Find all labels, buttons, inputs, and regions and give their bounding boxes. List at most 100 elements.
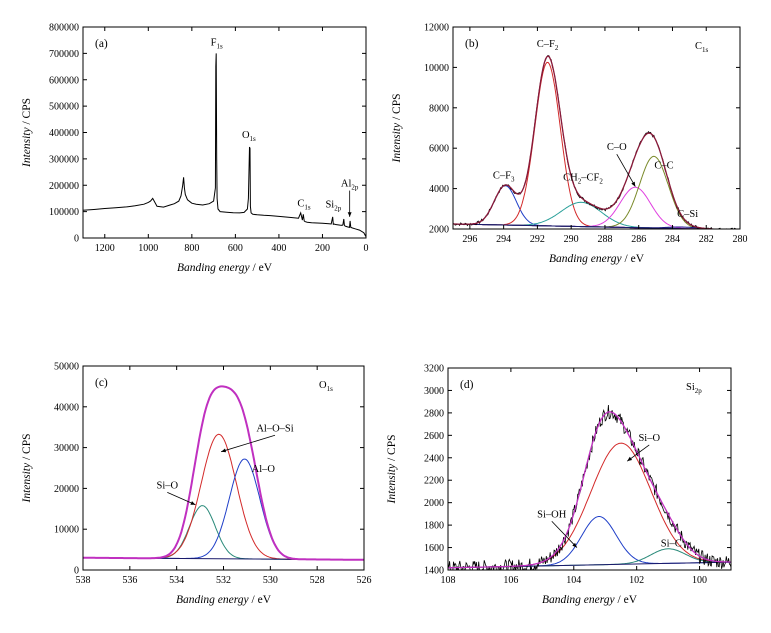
y-tick-label: 400000 (49, 128, 79, 139)
y-tick-label: 4000 (429, 184, 449, 195)
label-arrowhead (631, 181, 636, 187)
x-tick-label: 532 (216, 575, 231, 586)
raw-spectrum (448, 404, 731, 570)
peak-label: Si–O (638, 433, 660, 444)
y-tick-label: 30000 (54, 443, 79, 454)
x-tick-label: 296 (462, 234, 477, 245)
component-Si–O (83, 505, 364, 561)
axes-frame (452, 26, 741, 230)
x-tick-label: 534 (169, 575, 184, 586)
x-tick-label: 104 (566, 575, 581, 586)
plot-area-b (453, 55, 737, 229)
panel-c: 538 536 534 532 530 528 526 0 10000 20000 30000 400… (21, 362, 372, 607)
component-Si–O (448, 442, 731, 569)
peak-label: Al–O (252, 464, 276, 475)
y-tick-label: 700000 (49, 49, 79, 60)
x-tick-label: 286 (631, 234, 646, 245)
label-arrowhead (190, 501, 196, 505)
panel-a: 1200 1000 800 600 400 200 0 0 100000 200000 300000… (21, 23, 369, 275)
y-tick-label: 2000 (424, 498, 444, 509)
plot-area-a (83, 53, 366, 237)
y-tick-label: 10000 (424, 63, 449, 74)
y-tick-label: 800000 (49, 23, 79, 34)
axes-frame (82, 26, 367, 239)
series-line (83, 53, 366, 237)
plot-area-d (448, 404, 731, 570)
x-tick-label: 294 (496, 234, 511, 245)
peak-label: C–F3 (493, 171, 515, 184)
panel-b: 296 294 292 290 288 286 284 282 280 2000 4000 6000 8… (391, 23, 748, 266)
y-tick-label: 100000 (49, 207, 79, 218)
label-arrowhead (347, 212, 352, 217)
y-tick-label: 600000 (49, 75, 79, 86)
peak-label: Si–OH (537, 509, 567, 520)
y-tick-label: 20000 (54, 484, 79, 495)
y-tick-label: 12000 (424, 23, 449, 34)
peak-label: F1s (211, 37, 223, 50)
y-axis-label: Intensity / CPS (386, 434, 398, 504)
label-arrowhead (572, 542, 577, 548)
y-tick-label: 1400 (424, 566, 444, 577)
x-tick-label: 530 (263, 575, 278, 586)
x-tick-label: 100 (692, 575, 707, 586)
label-arrow (221, 434, 276, 453)
fit-envelope (448, 411, 731, 569)
panel-label: (b) (465, 38, 479, 50)
y-tick-label: 3000 (424, 386, 444, 397)
y-tick-label: 3200 (424, 364, 444, 375)
y-tick-label: 0 (74, 566, 79, 577)
peak-label: C–O (607, 142, 627, 153)
y-axis-label: Intensity / CPS (21, 433, 33, 503)
x-tick-label: 526 (357, 575, 372, 586)
label-arrowhead (221, 448, 227, 453)
y-tick-label: 500000 (49, 102, 79, 113)
panel-label: (d) (460, 379, 474, 391)
y-tick-label: 300000 (49, 154, 79, 165)
peak-label: C–C (654, 160, 673, 171)
x-tick-label: 400 (271, 243, 286, 254)
fit-envelope (83, 385, 364, 561)
peak-label: Si–C (661, 538, 682, 549)
peak-label: O1s (242, 130, 256, 143)
y-tick-label: 40000 (54, 402, 79, 413)
y-axis-label: Intensity / CPS (21, 98, 33, 168)
y-tick-label: 1800 (424, 521, 444, 532)
y-tick-label: 0 (74, 234, 79, 245)
x-tick-label: 1000 (138, 243, 158, 254)
y-tick-label: 6000 (429, 144, 449, 155)
plot-area-c (83, 385, 364, 561)
x-tick-label: 538 (76, 575, 91, 586)
y-tick-label: 200000 (49, 181, 79, 192)
peak-label: CH2–CF2 (563, 173, 603, 186)
core-level-title: Si2p (686, 382, 702, 395)
axes-frame (82, 365, 365, 571)
x-axis-label: Banding energy / eV (177, 262, 273, 274)
y-tick-label: 50000 (54, 362, 79, 373)
label-arrowhead (627, 456, 633, 462)
y-tick-label: 2400 (424, 453, 444, 464)
x-axis-label: Banding energy / eV (549, 253, 645, 265)
label-arrow (167, 492, 196, 506)
y-tick-label: 2200 (424, 476, 444, 487)
core-level-title: C1s (695, 41, 709, 54)
raw-spectrum (453, 55, 737, 229)
x-tick-label: 528 (310, 575, 325, 586)
x-tick-label: 536 (122, 575, 137, 586)
y-tick-label: 2000 (429, 225, 449, 236)
y-tick-label: 1600 (424, 543, 444, 554)
x-axis-label: Banding energy / eV (176, 594, 272, 606)
x-tick-label: 1200 (95, 243, 115, 254)
x-tick-label: 106 (503, 575, 518, 586)
x-tick-label: 288 (597, 234, 612, 245)
label-arrow (551, 520, 578, 548)
y-tick-label: 8000 (429, 103, 449, 114)
panel-label: (c) (95, 377, 108, 389)
peak-label: Al2p (341, 179, 359, 192)
y-tick-label: 2600 (424, 431, 444, 442)
x-tick-label: 200 (315, 243, 330, 254)
y-axis-label: Intensity / CPS (391, 93, 403, 163)
peak-label: Si–O (157, 480, 179, 491)
x-tick-label: 290 (564, 234, 579, 245)
component-Al–O–Si (83, 433, 364, 561)
